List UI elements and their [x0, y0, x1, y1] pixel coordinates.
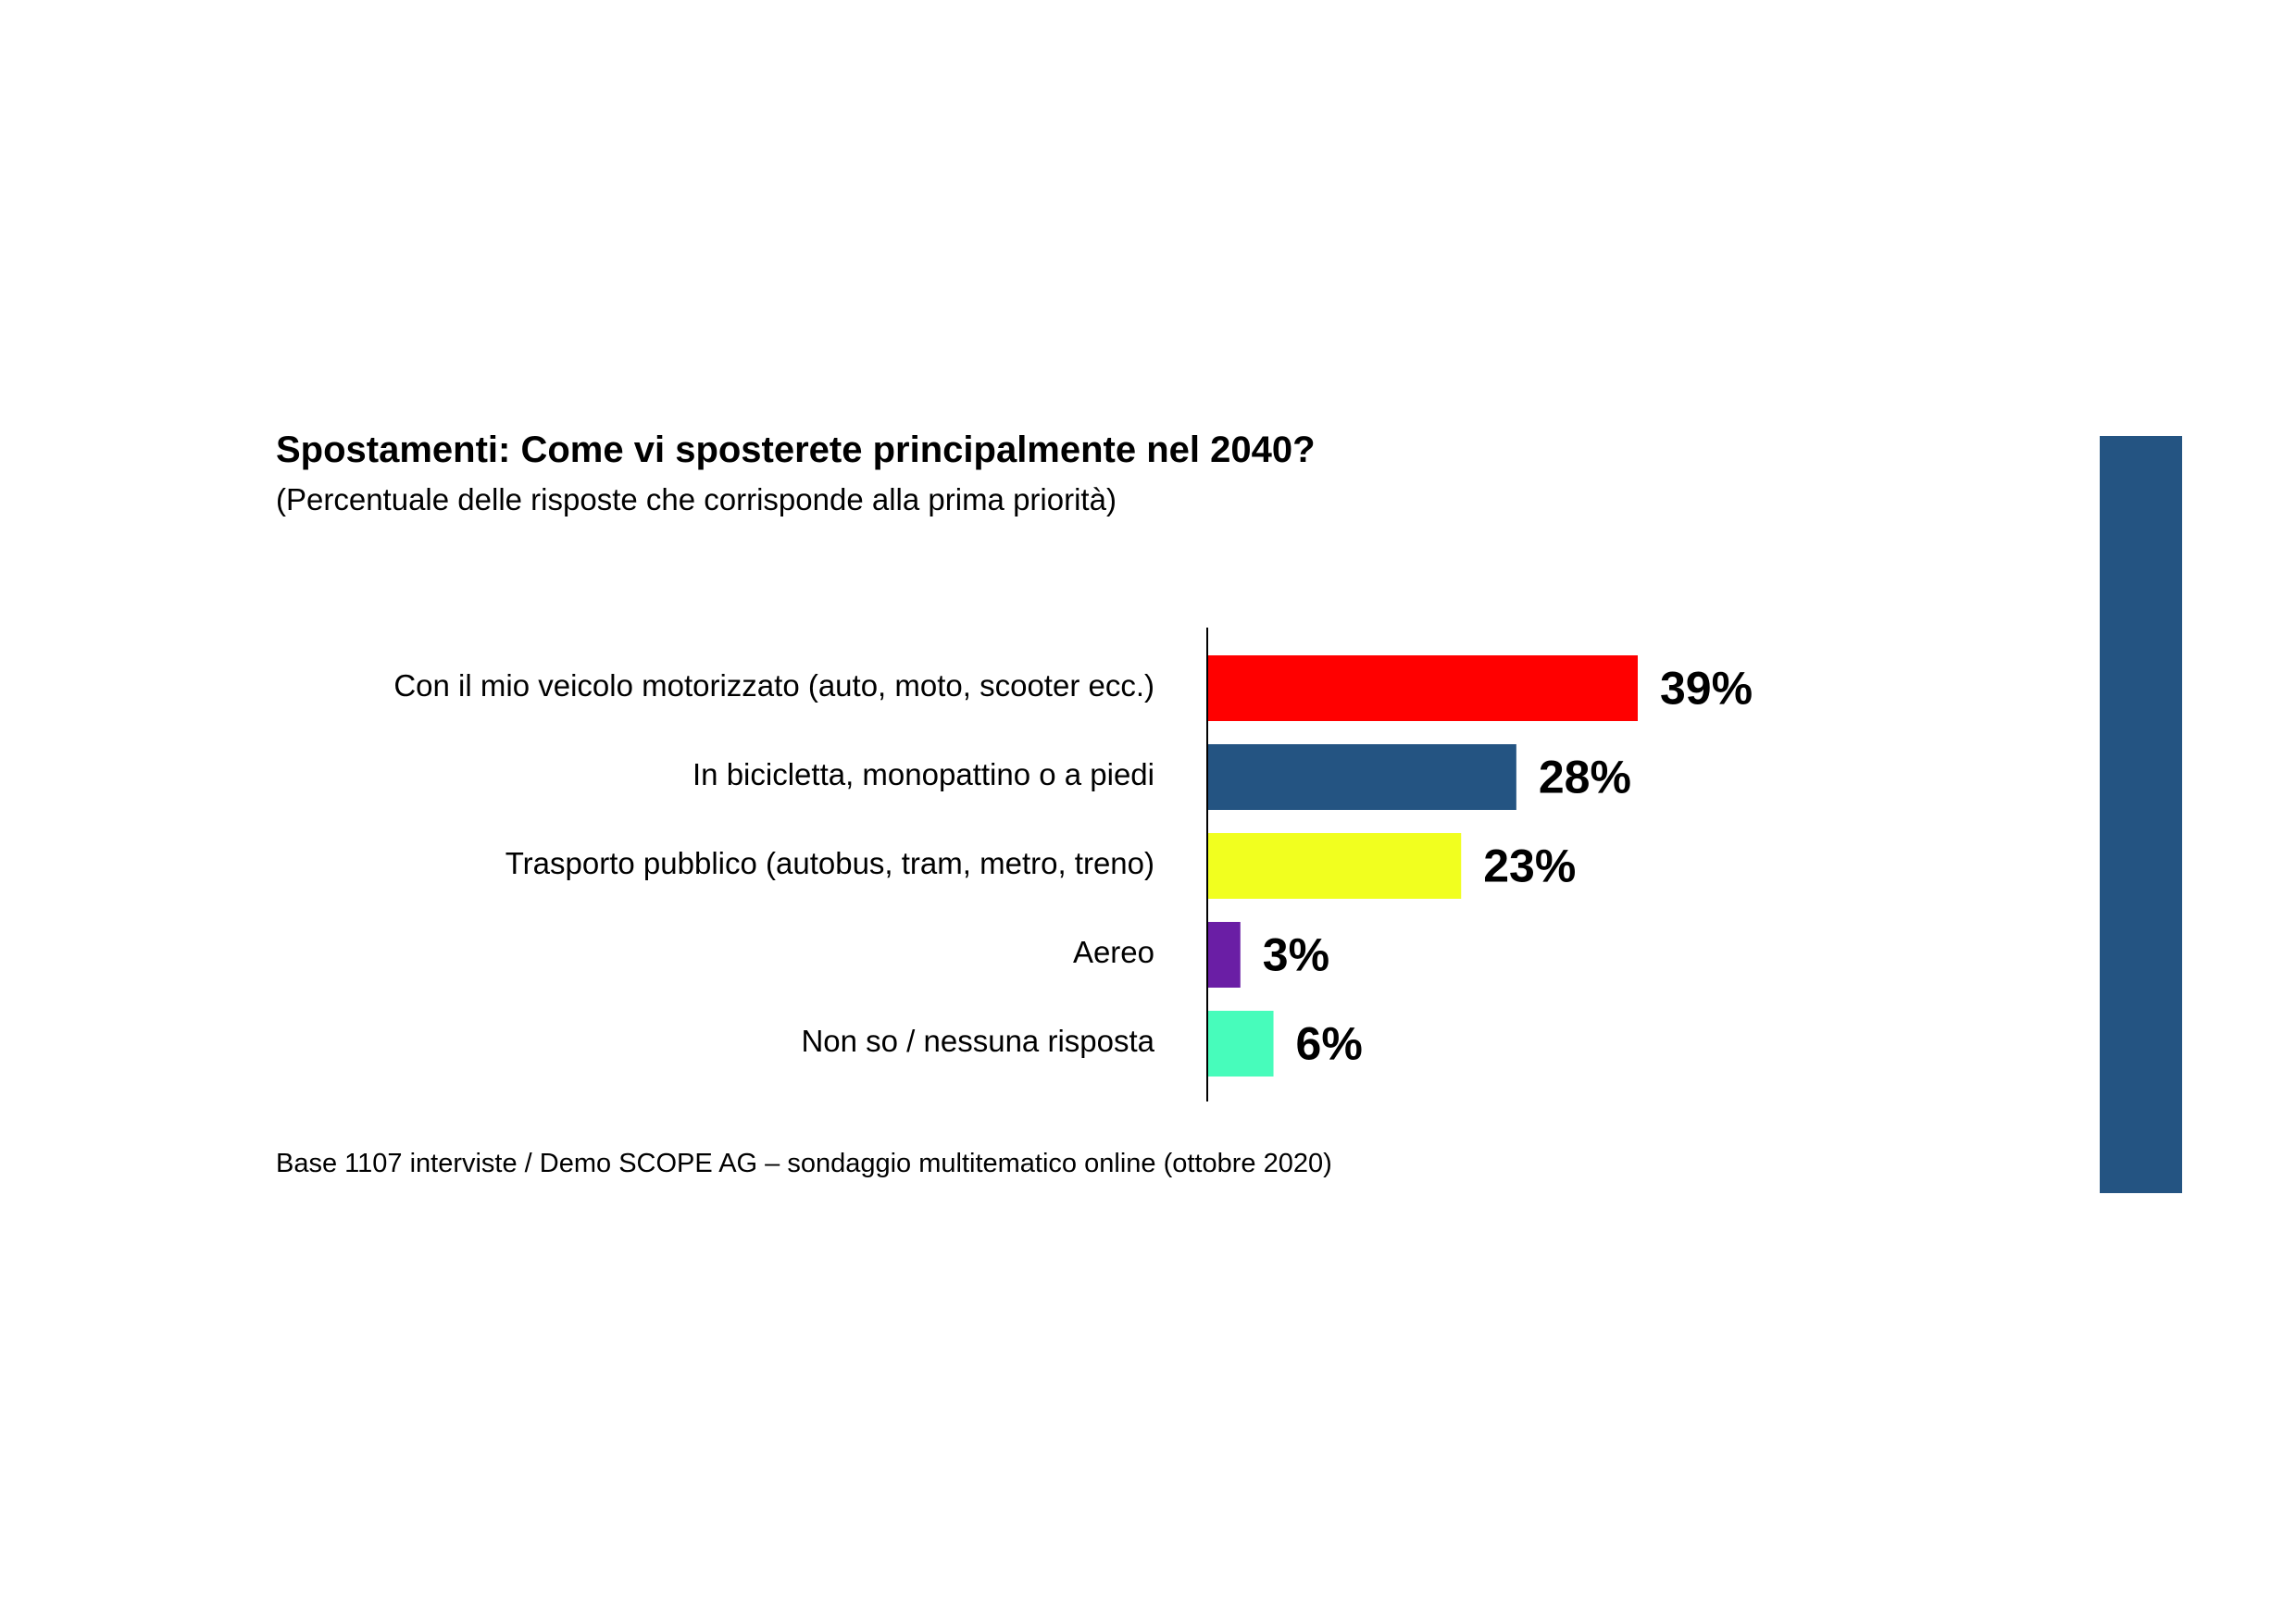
- decorative-side-bar: [2100, 436, 2182, 1193]
- bar: [1207, 655, 1638, 721]
- bar: [1207, 1011, 1274, 1077]
- category-label: Trasporto pubblico (autobus, tram, metro…: [505, 846, 1154, 880]
- value-label: 6%: [1296, 1018, 1363, 1070]
- chart-title: Spostamenti: Come vi sposterete principa…: [276, 429, 1316, 470]
- value-label: 39%: [1660, 663, 1753, 715]
- category-label: Con il mio veicolo motorizzato (auto, mo…: [393, 668, 1154, 703]
- category-label: Non so / nessuna risposta: [801, 1024, 1154, 1058]
- value-label: 3%: [1263, 929, 1329, 981]
- bar: [1207, 744, 1516, 810]
- chart-source-note: Base 1107 interviste / Demo SCOPE AG – s…: [276, 1149, 1332, 1178]
- chart-subtitle: (Percentuale delle risposte che corrispo…: [276, 482, 1117, 517]
- bar: [1207, 833, 1462, 899]
- bar: [1207, 922, 1241, 988]
- category-label: Aereo: [1073, 935, 1154, 969]
- category-label: In bicicletta, monopattino o a piedi: [693, 757, 1154, 791]
- value-label: 23%: [1483, 840, 1576, 892]
- value-label: 28%: [1539, 752, 1631, 803]
- bars-layer: Con il mio veicolo motorizzato (auto, mo…: [393, 655, 1753, 1077]
